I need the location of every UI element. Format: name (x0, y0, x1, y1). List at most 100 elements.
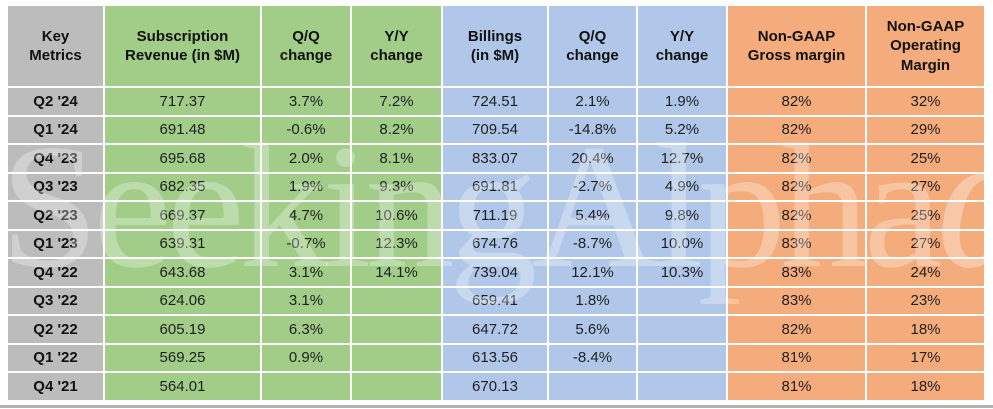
value-cell: 17% (867, 344, 984, 371)
value-cell: 639.31 (105, 230, 260, 257)
value-cell: 1.9% (262, 173, 350, 200)
value-cell: -14.8% (549, 116, 636, 143)
value-cell (549, 373, 636, 400)
value-cell: 3.7% (262, 88, 350, 115)
col-header-billings: Billings (in $M) (443, 6, 547, 86)
table-row: Q3 '23 682.35 1.9% 9.3% 691.81 -2.7% 4.9% 82% 27… (8, 173, 984, 200)
value-cell: -0.6% (262, 116, 350, 143)
row-label: Q3 '23 (8, 173, 103, 200)
table-header-row: Key Metrics Subscription Revenue (in $M) Q… (8, 6, 984, 86)
value-cell (638, 287, 726, 314)
value-cell: 624.06 (105, 287, 260, 314)
table-row: Q4 '21 564.01 670.13 81% 18% (8, 373, 984, 400)
value-cell: 7.2% (352, 88, 441, 115)
table-row: Q2 '22 605.19 6.3% 647.72 5.6% 82% 18% (8, 316, 984, 343)
value-cell (638, 373, 726, 400)
row-label: Q4 '22 (8, 259, 103, 286)
value-cell: 82% (728, 145, 865, 172)
value-cell: 8.2% (352, 116, 441, 143)
value-cell: 20.4% (549, 145, 636, 172)
value-cell: 9.8% (638, 202, 726, 229)
value-cell (638, 316, 726, 343)
value-cell: 24% (867, 259, 984, 286)
value-cell (352, 316, 441, 343)
table-row: Q4 '22 643.68 3.1% 14.1% 739.04 12.1% 10.3% 83%… (8, 259, 984, 286)
value-cell: 5.6% (549, 316, 636, 343)
row-label: Q2 '22 (8, 316, 103, 343)
value-cell: 4.7% (262, 202, 350, 229)
value-cell: 29% (867, 116, 984, 143)
value-cell: 682.35 (105, 173, 260, 200)
value-cell: 27% (867, 173, 984, 200)
value-cell: 83% (728, 230, 865, 257)
col-header-billings-yy-change: Y/Y change (638, 6, 726, 86)
value-cell (352, 373, 441, 400)
col-header-subscription-yy-change: Y/Y change (352, 6, 441, 86)
value-cell: 82% (728, 173, 865, 200)
row-label: Q3 '22 (8, 287, 103, 314)
value-cell: 670.13 (443, 373, 547, 400)
col-header-non-gaap-gross-margin: Non-GAAP Gross margin (728, 6, 865, 86)
value-cell: 32% (867, 88, 984, 115)
value-cell: 569.25 (105, 344, 260, 371)
value-cell: 709.54 (443, 116, 547, 143)
value-cell: 12.3% (352, 230, 441, 257)
value-cell: -8.4% (549, 344, 636, 371)
value-cell: 25% (867, 202, 984, 229)
value-cell: 659.41 (443, 287, 547, 314)
row-label: Q4 '21 (8, 373, 103, 400)
value-cell: 3.1% (262, 287, 350, 314)
value-cell: 717.37 (105, 88, 260, 115)
row-label: Q4 '23 (8, 145, 103, 172)
value-cell: 613.56 (443, 344, 547, 371)
value-cell: 695.68 (105, 145, 260, 172)
value-cell: 1.9% (638, 88, 726, 115)
value-cell (352, 344, 441, 371)
col-header-subscription-qq-change: Q/Q change (262, 6, 350, 86)
value-cell: 12.1% (549, 259, 636, 286)
table-row: Q4 '23 695.68 2.0% 8.1% 833.07 20.4% 12.7% 82% 2… (8, 145, 984, 172)
value-cell: 4.9% (638, 173, 726, 200)
value-cell: 82% (728, 88, 865, 115)
table-row: Q3 '22 624.06 3.1% 659.41 1.8% 83% 23% (8, 287, 984, 314)
value-cell: 605.19 (105, 316, 260, 343)
table-row: Q2 '24 717.37 3.7% 7.2% 724.51 2.1% 1.9% 82% 32% (8, 88, 984, 115)
value-cell: 25% (867, 145, 984, 172)
value-cell (262, 373, 350, 400)
value-cell: 691.48 (105, 116, 260, 143)
value-cell: 739.04 (443, 259, 547, 286)
value-cell: 2.1% (549, 88, 636, 115)
value-cell: 0.9% (262, 344, 350, 371)
row-label: Q1 '22 (8, 344, 103, 371)
value-cell: 81% (728, 373, 865, 400)
value-cell: 82% (728, 202, 865, 229)
value-cell: 18% (867, 373, 984, 400)
value-cell: 23% (867, 287, 984, 314)
col-header-subscription-revenue: Subscription Revenue (in $M) (105, 6, 260, 86)
table-row: Q1 '23 639.31 -0.7% 12.3% 674.76 -8.7% 10.0% 83… (8, 230, 984, 257)
value-cell: 1.8% (549, 287, 636, 314)
value-cell: 83% (728, 287, 865, 314)
row-label: Q1 '23 (8, 230, 103, 257)
value-cell: 724.51 (443, 88, 547, 115)
value-cell: 647.72 (443, 316, 547, 343)
value-cell: 3.1% (262, 259, 350, 286)
value-cell: 711.19 (443, 202, 547, 229)
value-cell: 10.3% (638, 259, 726, 286)
value-cell: 12.7% (638, 145, 726, 172)
value-cell: 81% (728, 344, 865, 371)
value-cell (638, 344, 726, 371)
value-cell: 564.01 (105, 373, 260, 400)
value-cell: 674.76 (443, 230, 547, 257)
value-cell: -2.7% (549, 173, 636, 200)
value-cell (352, 287, 441, 314)
value-cell: 83% (728, 259, 865, 286)
value-cell: 18% (867, 316, 984, 343)
value-cell: 5.4% (549, 202, 636, 229)
value-cell: 2.0% (262, 145, 350, 172)
value-cell: 10.0% (638, 230, 726, 257)
value-cell: 27% (867, 230, 984, 257)
value-cell: 10.6% (352, 202, 441, 229)
value-cell: 669.37 (105, 202, 260, 229)
